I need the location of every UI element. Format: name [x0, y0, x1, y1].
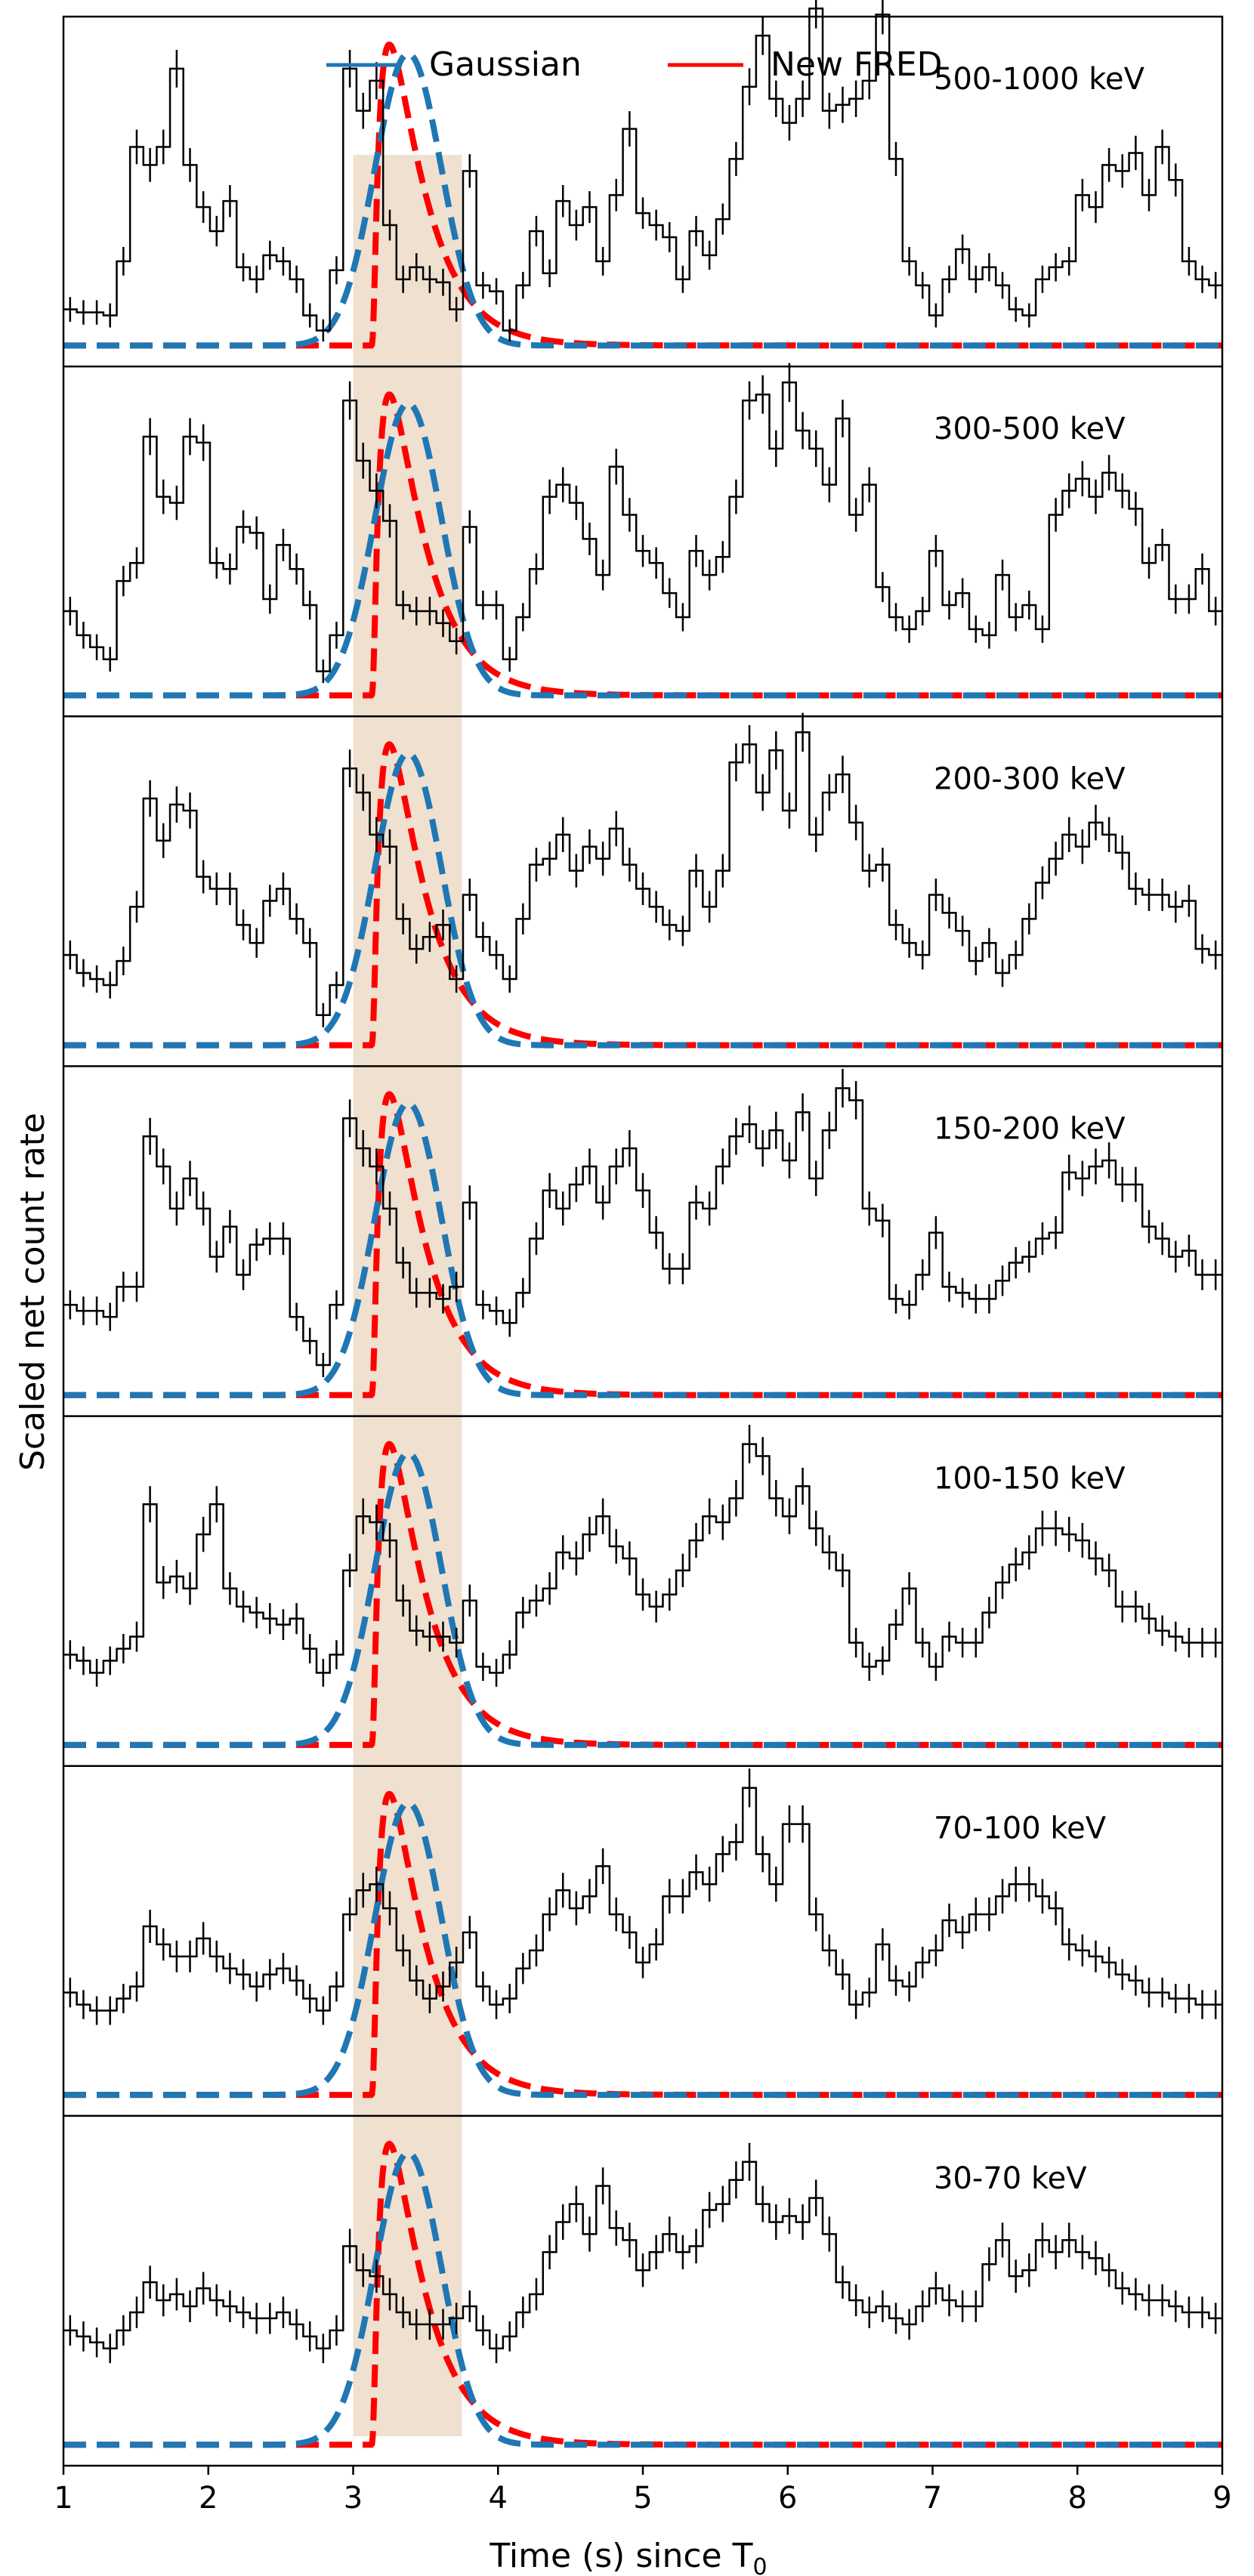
legend-fred-label: New FRED [771, 45, 943, 84]
x-axis-label: Time (s) since T0 [489, 2537, 767, 2576]
panel-2-histogram-group [63, 712, 1222, 1027]
x-axis-label-subscript: 0 [752, 2554, 767, 2576]
legend-gaussian-label: Gaussian [429, 45, 582, 84]
panel-4-fits [63, 1441, 1222, 1748]
band-label: 300-500 keV [934, 412, 1126, 446]
y-axis-label: Scaled net count rate [14, 1113, 52, 1471]
gaussian-fit-curve [63, 1799, 1222, 2099]
panel-3-fits [63, 1091, 1222, 1398]
gaussian-fit-curve [63, 1100, 1222, 1398]
panel-6-histogram-group [63, 2142, 1222, 2364]
band-label: 30-70 keV [934, 2161, 1087, 2196]
band-label: 70-100 keV [934, 1812, 1107, 1846]
band-label: 500-1000 keV [934, 62, 1145, 97]
panel-4-histogram-group [63, 1425, 1222, 1687]
x-tick-label: 1 [54, 2481, 73, 2516]
panel-6-fits [63, 2140, 1222, 2448]
x-tick-label: 7 [923, 2481, 942, 2516]
histogram-line [63, 381, 1222, 672]
panel-1-histogram-group [63, 363, 1222, 684]
histogram-line [63, 8, 1222, 332]
panel-5-fits [63, 1790, 1222, 2099]
panel-1-fits [63, 391, 1222, 699]
band-labels-layer: 500-1000 keV 300-500 keV 200-300 keV 150-20… [934, 62, 1145, 2196]
x-tick-label: 5 [633, 2481, 652, 2516]
gaussian-fit-curve [63, 400, 1222, 699]
x-tick-label: 4 [489, 2481, 508, 2516]
x-tick-label: 6 [778, 2481, 797, 2516]
gaussian-fit-curve [63, 2149, 1222, 2448]
panel-3-histogram-group [63, 1068, 1222, 1377]
band-label: 150-200 keV [934, 1111, 1126, 1146]
band-label: 100-150 keV [934, 1462, 1126, 1496]
band-label: 200-300 keV [934, 761, 1126, 796]
x-tick-label: 9 [1212, 2481, 1231, 2516]
gaussian-fit-curve [63, 50, 1222, 349]
x-ticks-layer: 1 2 3 4 5 6 7 8 9 [54, 2466, 1232, 2516]
legend: Gaussian New FRED [326, 45, 943, 84]
gaussian-fit-curve [63, 750, 1222, 1049]
panel-0-histogram-group [63, 0, 1222, 342]
x-tick-label: 2 [199, 2481, 218, 2516]
fit-curves-layer [63, 41, 1222, 2448]
histogram-layer [63, 0, 1222, 2364]
panel-0-fits [63, 41, 1222, 349]
gaussian-fit-curve [63, 1450, 1222, 1748]
panel-2-fits [63, 741, 1222, 1049]
x-tick-label: 8 [1068, 2481, 1087, 2516]
histogram-line [63, 1787, 1222, 2012]
x-axis-label-main: Time (s) since T [489, 2537, 752, 2575]
x-tick-label: 3 [344, 2481, 363, 2516]
panel-5-histogram-group [63, 1768, 1222, 2025]
